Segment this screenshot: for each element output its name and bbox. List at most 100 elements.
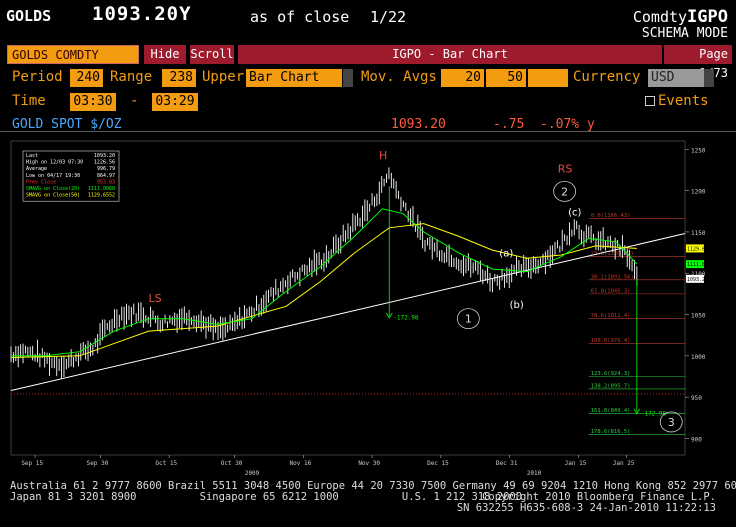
range-field[interactable]: 238 bbox=[162, 69, 196, 87]
legend-row-label: Average bbox=[26, 166, 47, 172]
x-tick-label: Sep 30 bbox=[87, 460, 109, 467]
currency-label: Currency bbox=[573, 69, 641, 85]
fib-level-label: 38.2(1091.56) bbox=[591, 274, 634, 280]
upper-dropdown-icon[interactable] bbox=[343, 69, 353, 87]
quote-price: 1093.20 bbox=[391, 117, 446, 132]
y-tick-label: 1250 bbox=[691, 147, 706, 154]
x-tick-label: Nov 16 bbox=[290, 460, 312, 467]
footer-copyright-text: Copyright 2010 Bloomberg Finance L.P. bbox=[482, 491, 716, 503]
legend-row-label: High on 12/03 07:30 bbox=[26, 160, 83, 166]
x-tick-label: Jan 25 bbox=[613, 460, 635, 467]
legend-row-value: 1111.0060 bbox=[88, 186, 115, 192]
x-tick-label: Dec 15 bbox=[427, 460, 449, 467]
period-label: Period bbox=[12, 69, 63, 85]
wave-b-label: (b) bbox=[510, 300, 524, 311]
point-3-label: 3 bbox=[668, 416, 675, 429]
sma20-price-tag: 1111.01 bbox=[687, 262, 708, 268]
fib-level-label: 78.6(1012.4) bbox=[591, 313, 631, 319]
last-price-tag: 1093.20 bbox=[687, 277, 708, 283]
events-label: Events bbox=[658, 93, 709, 109]
fib-level-label: 0.0(1166.43) bbox=[591, 213, 631, 219]
hide-button[interactable]: Hide bbox=[144, 45, 186, 64]
legend-row-label: SMAVG on Close(20) bbox=[26, 186, 80, 192]
head-drop-label: -172.98 bbox=[393, 314, 419, 321]
y-tick-label: 900 bbox=[691, 436, 702, 443]
legend-row-label: Prev Close bbox=[26, 179, 56, 185]
close-date: 1/22 bbox=[370, 8, 407, 26]
period-field[interactable]: 240 bbox=[70, 69, 103, 87]
sma50-price-tag-box bbox=[686, 244, 704, 253]
fib-level-label: 123.6(924.3) bbox=[591, 371, 631, 377]
y-tick-label: 1000 bbox=[691, 354, 706, 361]
schema-mode-label: SCHEMA MODE bbox=[641, 26, 728, 41]
moving-average-2-field[interactable]: 50 bbox=[486, 69, 526, 87]
legend-box bbox=[22, 150, 120, 202]
sma20-price-tag-box bbox=[686, 260, 704, 269]
fib-level-label: 138.2(895.7) bbox=[591, 383, 631, 389]
y-tick-label: 1150 bbox=[691, 230, 706, 237]
time-label: Time bbox=[12, 93, 46, 109]
chart-canvas: 900 950 1000 1050 1100 1150 1200 1250 0.0(1166.4… bbox=[10, 140, 708, 477]
footer-line-1: Australia 61 2 9777 8600 Brazil 5511 304… bbox=[10, 480, 736, 492]
range-label: Range bbox=[110, 69, 153, 85]
x-tick-label: Oct 30 bbox=[221, 460, 243, 467]
upper-label: Upper bbox=[202, 69, 245, 85]
legend-row-label: Low on 04/17 19:30 bbox=[26, 173, 80, 179]
y-tick-label: 1050 bbox=[691, 313, 706, 320]
function-prefix: Comdty bbox=[632, 8, 688, 26]
sma50-price-tag: 1129.66 bbox=[687, 246, 708, 252]
fib-level-label: 161.8(849.4) bbox=[591, 408, 631, 414]
currency-field[interactable]: USD bbox=[648, 69, 704, 87]
time-from-field[interactable]: 03:30 bbox=[70, 93, 116, 111]
toolbar: GOLDS COMDTY Hide Scroll IGPO - Bar Char… bbox=[4, 45, 732, 80]
security-input[interactable]: GOLDS COMDTY bbox=[7, 45, 139, 64]
y-tick-label: 1200 bbox=[691, 189, 706, 196]
point-2-label-circle bbox=[553, 181, 577, 202]
legend-row-value: 1093.20 bbox=[94, 153, 115, 159]
right-shoulder-label: RS bbox=[558, 162, 573, 175]
footer-contacts: Australia 61 2 9777 8600 Brazil 5511 304… bbox=[10, 481, 736, 503]
upper-chart-type-field[interactable]: Bar Chart bbox=[246, 69, 342, 87]
wave-a-label: (a) bbox=[499, 249, 513, 260]
function-name: IGPO bbox=[687, 7, 728, 27]
ticker-symbol: GOLDS bbox=[6, 7, 52, 25]
legend-row-label: Last bbox=[26, 153, 38, 159]
last-price-tag-box bbox=[686, 274, 704, 283]
year-label: 2010 bbox=[527, 470, 542, 477]
legend-row-label: SMAVG on Close(50) bbox=[26, 193, 80, 199]
time-to-field[interactable]: 03:29 bbox=[152, 93, 198, 111]
quote-percent-change: -.07% y bbox=[540, 117, 595, 132]
x-tick-label: Dec 31 bbox=[496, 460, 518, 467]
fib-level-label: 61.8(1045.3) bbox=[591, 288, 631, 294]
bar-chart[interactable]: 900 950 1000 1050 1100 1150 1200 1250 0.0(1166.4… bbox=[9, 135, 729, 479]
events-checkbox[interactable] bbox=[645, 96, 655, 106]
x-tick-label: Nov 30 bbox=[358, 460, 380, 467]
legend-row-value: 1226.56 bbox=[94, 160, 115, 166]
wave-c-label: (c) bbox=[568, 207, 581, 218]
page-indicator[interactable]: Page 1/73 bbox=[664, 45, 732, 80]
footer-serial: SN 632255 H635-608-3 24-Jan-2010 11:22:1… bbox=[456, 502, 716, 514]
last-price: 1093.20Y bbox=[92, 3, 192, 25]
year-label: 2009 bbox=[245, 470, 260, 477]
target-drop-label: -172.98 bbox=[641, 410, 667, 417]
point-1-label-circle bbox=[456, 308, 480, 330]
footer-copyright: Copyright 2010 Bloomberg Finance L.P. SN… bbox=[457, 481, 716, 514]
chart-title-bar: IGPO - Bar Chart bbox=[238, 45, 662, 64]
currency-dropdown-icon[interactable] bbox=[704, 69, 714, 87]
y-tick-label: 950 bbox=[691, 395, 702, 402]
y-tick-label: 1100 bbox=[691, 271, 706, 278]
fib-level-label: 178.6(816.5) bbox=[591, 429, 631, 435]
quote-change: -.75 bbox=[493, 117, 525, 132]
legend-row-value: 996.79 bbox=[97, 166, 115, 172]
scroll-button[interactable]: Scroll bbox=[190, 45, 234, 64]
moving-average-3-field[interactable] bbox=[528, 69, 568, 87]
security-name: GOLD SPOT $/OZ bbox=[12, 117, 122, 132]
as-of-close-label: as of close bbox=[250, 8, 350, 26]
plot-frame bbox=[10, 140, 686, 456]
fib-level-label: 100.0(970.4) bbox=[591, 338, 631, 344]
legend-row-value: 1129.6552 bbox=[88, 193, 115, 199]
point-3-label-circle bbox=[659, 411, 683, 433]
moving-average-1-field[interactable]: 20 bbox=[441, 69, 484, 87]
neckline-trendline bbox=[10, 233, 686, 392]
divider bbox=[0, 131, 736, 132]
